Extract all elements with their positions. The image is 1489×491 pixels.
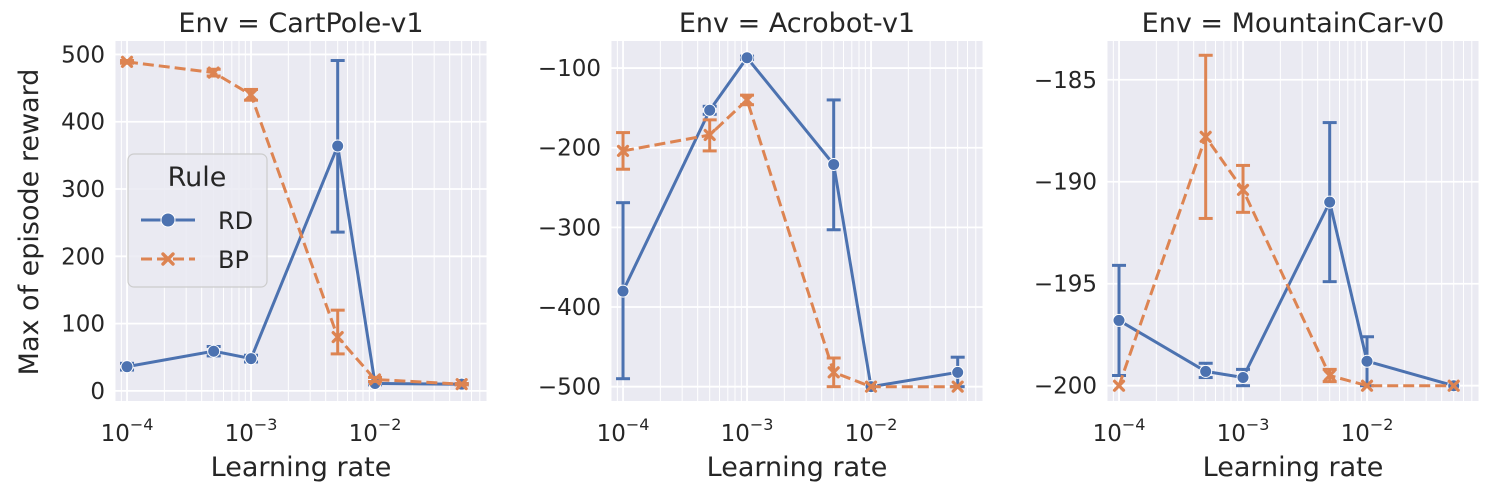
series-line xyxy=(126,60,462,386)
x-tick-label: 10−2 xyxy=(349,415,402,447)
data-point xyxy=(740,51,754,65)
y-tick-label: −400 xyxy=(538,295,601,321)
data-point xyxy=(207,344,221,358)
data-point xyxy=(244,352,258,366)
plot-background xyxy=(1107,41,1479,401)
y-tick-label: 400 xyxy=(61,110,105,136)
data-point xyxy=(951,380,964,393)
series-line xyxy=(622,97,958,389)
data-point xyxy=(703,103,717,117)
data-point xyxy=(827,366,840,379)
data-point xyxy=(1323,369,1336,382)
x-axis-label: Learning rate xyxy=(1203,452,1384,483)
data-point xyxy=(1236,183,1250,196)
y-tick-label: 500 xyxy=(61,42,105,68)
data-point xyxy=(1447,379,1460,392)
y-tick-label: −200 xyxy=(538,136,601,162)
data-point xyxy=(827,157,841,171)
y-tick-label: 0 xyxy=(90,379,105,405)
panel-title: Env = Acrobot-v1 xyxy=(679,8,915,39)
panel-title: Env = MountainCar-v0 xyxy=(1142,8,1445,39)
data-point xyxy=(120,55,134,68)
y-axis-label: Max of episode reward xyxy=(14,69,45,376)
data-point xyxy=(368,373,382,386)
legend-marker xyxy=(161,252,175,266)
y-tick-label: 200 xyxy=(61,244,105,270)
data-point xyxy=(1360,354,1374,368)
series-rd xyxy=(1112,121,1461,393)
legend-marker xyxy=(160,212,176,228)
y-tick-label: 100 xyxy=(61,312,105,338)
x-axis-label: Learning rate xyxy=(707,452,888,483)
data-point xyxy=(703,128,716,142)
x-tick-label: 10−2 xyxy=(845,415,898,447)
x-tick-label: 10−4 xyxy=(1093,415,1146,447)
legend: Rule RD BP xyxy=(127,153,268,288)
series-bp xyxy=(120,55,469,391)
data-point xyxy=(244,88,258,101)
panel-3: −200 −195 −190 −185 10−4 10−3 10−2 Env = Mounta… xyxy=(1034,8,1480,483)
y-tick-label: −185 xyxy=(1034,68,1097,94)
data-point xyxy=(331,139,345,153)
x-tick-label: 10−4 xyxy=(597,415,650,447)
x-tick-label: 10−3 xyxy=(225,415,278,447)
data-point xyxy=(331,330,344,344)
y-tick-label: −300 xyxy=(538,215,601,241)
series-line xyxy=(1117,133,1454,388)
data-point xyxy=(951,365,965,379)
x-tick-label: 10−3 xyxy=(721,415,774,447)
legend-label: RD xyxy=(218,207,253,235)
data-point xyxy=(207,66,220,79)
data-point xyxy=(1112,379,1126,392)
x-axis-label: Learning rate xyxy=(211,452,392,483)
y-tick-label: −200 xyxy=(1034,374,1097,400)
series-line xyxy=(1118,197,1455,388)
panel-title: Env = CartPole-v1 xyxy=(178,8,423,39)
data-point xyxy=(455,378,468,391)
plot-background xyxy=(611,41,983,401)
series-rd xyxy=(120,59,469,391)
data-point xyxy=(1199,130,1212,143)
y-tick-label: −195 xyxy=(1034,272,1097,298)
y-tick-label: 300 xyxy=(61,177,105,203)
x-tick-label: 10−3 xyxy=(1217,415,1270,447)
data-point xyxy=(1323,195,1337,209)
series-line xyxy=(126,140,462,386)
y-tick-label: −100 xyxy=(538,56,601,82)
data-point xyxy=(1199,364,1213,378)
panel-1: 0 100 200 300 400 500 10−4 10−3 10−2 Env = CartPo… xyxy=(61,8,488,483)
data-point xyxy=(864,380,878,393)
series-line xyxy=(621,55,958,389)
data-point xyxy=(1112,313,1126,327)
data-point xyxy=(616,144,630,158)
data-point xyxy=(616,284,630,298)
series-bp xyxy=(1112,53,1460,392)
y-tick-label: −500 xyxy=(538,375,601,401)
legend-title: Rule xyxy=(168,162,227,193)
x-tick-label: 10−4 xyxy=(101,415,154,447)
panel-2: −500 −400 −300 −200 −100 10−4 10−3 10−2 Env = Ac… xyxy=(538,8,984,483)
legend-label: BP xyxy=(218,246,249,274)
data-point xyxy=(1236,371,1250,385)
y-tick-label: −190 xyxy=(1034,170,1097,196)
data-point xyxy=(120,360,134,374)
x-tick-label: 10−2 xyxy=(1341,415,1394,447)
series-bp xyxy=(616,93,964,393)
data-point xyxy=(1360,379,1374,392)
series-rd xyxy=(616,51,965,394)
data-point xyxy=(740,93,754,107)
